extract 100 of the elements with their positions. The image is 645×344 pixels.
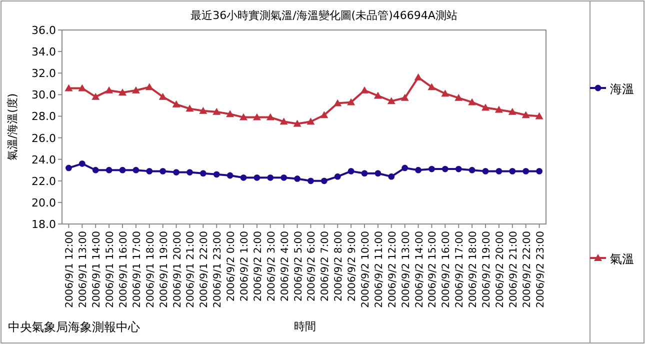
x-tick-label: 2006/9/1 18:00 xyxy=(145,231,156,308)
x-axis-title: 時間 xyxy=(294,320,316,333)
x-tick-label: 2006/9/2 5:00 xyxy=(293,231,304,302)
x-tick-label: 2006/9/1 20:00 xyxy=(172,231,184,308)
x-tick-label: 2006/9/2 19:00 xyxy=(482,231,492,308)
point xyxy=(482,104,490,111)
point xyxy=(132,166,140,174)
x-tick-label: 2006/9/1 19:00 xyxy=(158,231,170,308)
point xyxy=(240,113,248,120)
point xyxy=(119,166,126,174)
point xyxy=(320,111,328,118)
x-tick-label: 2006/9/2 18:00 xyxy=(468,231,480,308)
point xyxy=(294,176,300,182)
point xyxy=(482,168,489,174)
point xyxy=(522,111,530,118)
y-tick-label: 18.0 xyxy=(32,218,56,231)
x-tick-label: 2006/9/2 10:00 xyxy=(360,231,372,308)
point xyxy=(468,166,476,174)
text: 中央氣象局海象測報中心 xyxy=(8,320,140,334)
point xyxy=(213,171,220,178)
point xyxy=(160,168,166,174)
x-tick-label: 2006/9/2 0:00 xyxy=(226,231,238,302)
point xyxy=(508,108,516,115)
y-tick-label: 22.0 xyxy=(32,174,56,188)
x-tick-label: 2006/9/1 17:00 xyxy=(132,231,143,308)
point xyxy=(105,86,114,94)
point xyxy=(306,118,315,125)
point xyxy=(494,106,503,113)
y-tick-label: 20.0 xyxy=(32,196,56,210)
point xyxy=(535,112,544,120)
x-tick-label: 2006/9/2 9:00 xyxy=(347,231,358,302)
x-tick-label: 2006/9/2 13:00 xyxy=(400,231,412,308)
point xyxy=(414,73,422,80)
point xyxy=(468,98,476,106)
point xyxy=(293,120,302,127)
y-tick-label: 32.0 xyxy=(32,67,56,80)
x-tick-label: 2006/9/2 21:00 xyxy=(508,231,520,308)
point xyxy=(146,168,153,174)
point xyxy=(212,108,221,115)
point xyxy=(348,168,354,174)
x-tick-label: 2006/9/1 22:00 xyxy=(199,231,210,308)
point xyxy=(78,160,86,167)
x-tick-label: 2006/9/2 12:00 xyxy=(387,231,398,308)
point xyxy=(199,106,208,114)
x-tick-label: 2006/9/2 22:00 xyxy=(522,231,533,308)
x-tick-label: 2006/9/1 16:00 xyxy=(118,231,130,308)
y-tick-label: 26.0 xyxy=(32,132,56,145)
x-tick-label: 2006/9/2 7:00 xyxy=(320,231,332,302)
y-tick-label: 36.0 xyxy=(32,24,56,37)
point xyxy=(308,178,314,184)
point xyxy=(280,118,288,125)
x-tick-label: 2006/9/2 4:00 xyxy=(280,231,291,302)
point xyxy=(226,110,234,118)
point xyxy=(360,86,368,94)
point xyxy=(428,83,436,90)
legend-label: 氣溫 xyxy=(610,252,634,266)
point xyxy=(536,168,542,174)
point xyxy=(428,166,435,172)
chart-title: 最近36小時實測氣溫/海溫變化圖(未品管)46694A測站 xyxy=(190,9,458,22)
x-tick-label: 2006/9/2 14:00 xyxy=(414,231,426,308)
point xyxy=(347,98,356,106)
point xyxy=(320,178,328,184)
point xyxy=(92,92,100,100)
x-tick-label: 2006/9/1 21:00 xyxy=(186,231,197,308)
x-tick-label: 2006/9/1 14:00 xyxy=(92,231,103,308)
point xyxy=(400,94,409,101)
point xyxy=(441,90,450,97)
point xyxy=(388,173,395,180)
x-tick-label: 2006/9/2 6:00 xyxy=(306,231,318,302)
x-tick-label: 2006/9/1 12:00 xyxy=(64,231,76,308)
point xyxy=(145,83,154,90)
point xyxy=(172,100,180,108)
point xyxy=(66,164,72,172)
point xyxy=(64,84,73,92)
point xyxy=(496,168,502,174)
x-tick-label: 2006/9/2 16:00 xyxy=(441,231,452,308)
point xyxy=(252,113,261,120)
point xyxy=(454,94,463,101)
point xyxy=(78,84,86,92)
y-tick-label: 28.0 xyxy=(32,110,56,124)
point xyxy=(200,170,206,177)
x-tick-label: 2006/9/2 2:00 xyxy=(252,231,264,302)
point xyxy=(186,104,194,112)
point xyxy=(254,174,260,181)
point xyxy=(132,86,140,94)
point xyxy=(522,168,530,174)
point xyxy=(387,97,396,104)
y-axis-title: 氣溫/海溫(度) xyxy=(6,93,19,161)
x-tick-label: 2006/9/2 23:00 xyxy=(535,231,546,308)
point xyxy=(186,169,193,176)
point xyxy=(266,113,274,120)
point xyxy=(118,88,126,96)
x-tick-label: 2006/9/1 13:00 xyxy=(78,231,90,308)
x-tick-label: 2006/9/1 15:00 xyxy=(105,231,116,308)
point xyxy=(455,166,462,172)
point xyxy=(92,166,99,174)
point xyxy=(402,164,408,172)
point xyxy=(334,173,341,180)
point xyxy=(509,168,516,174)
point xyxy=(280,174,288,181)
